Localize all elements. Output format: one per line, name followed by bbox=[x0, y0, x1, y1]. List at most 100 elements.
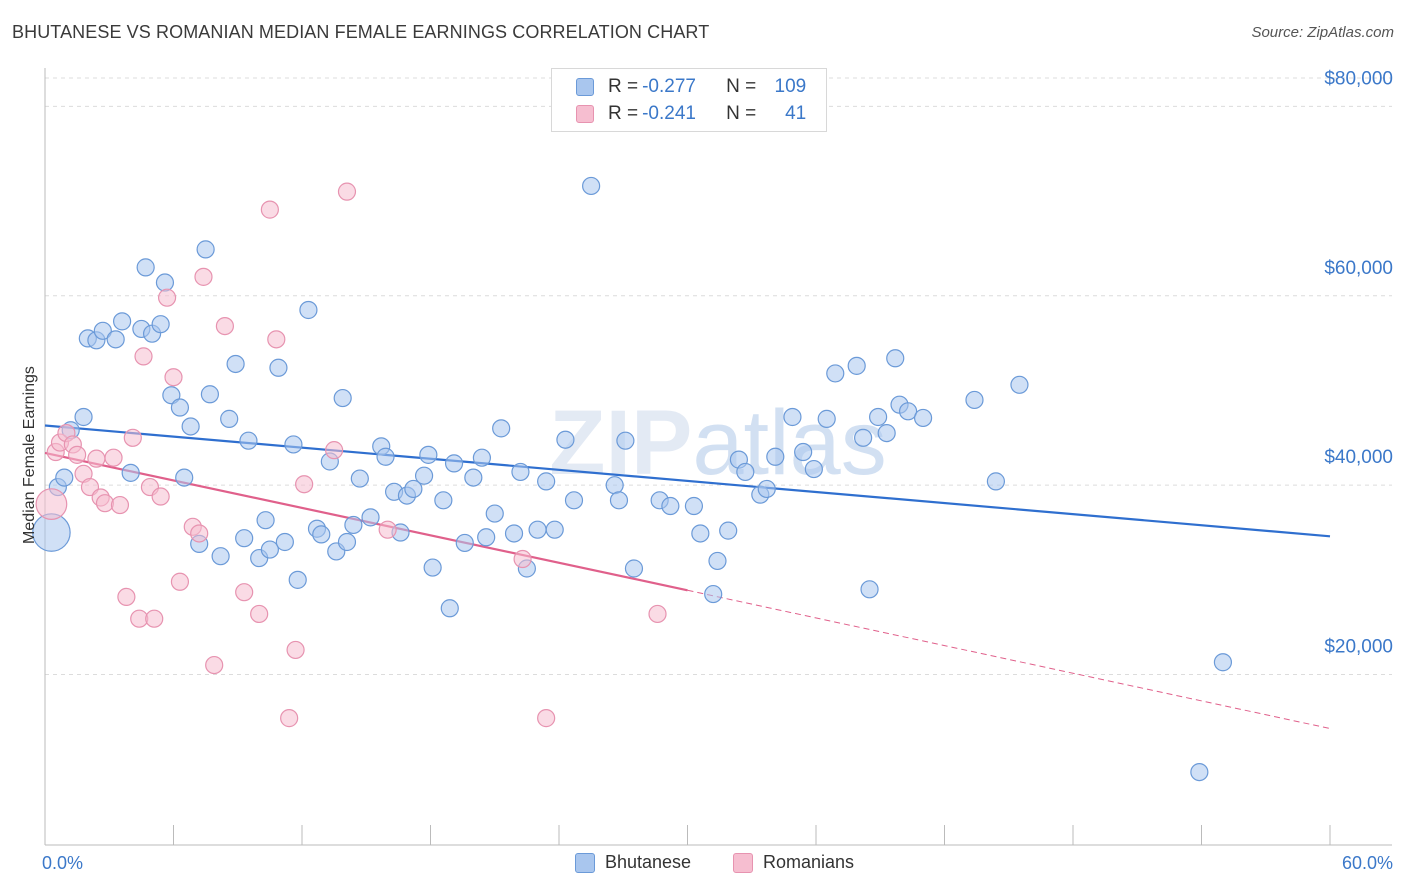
bhutanese-point bbox=[1213, 653, 1233, 672]
bhutanese-point bbox=[455, 533, 474, 553]
bhutanese-point bbox=[235, 529, 254, 548]
bhutanese-point bbox=[783, 407, 802, 427]
bhutanese-point bbox=[350, 469, 369, 488]
bhutanese-point bbox=[684, 496, 704, 516]
romanian-point bbox=[110, 495, 130, 515]
bhutanese-point bbox=[288, 570, 307, 589]
bhutanese-point bbox=[440, 599, 459, 618]
bhutanese-point bbox=[719, 521, 738, 540]
tick-labels: $20,000 $40,000 $60,000 $80,000 0.0% 60.0% bbox=[42, 68, 1393, 873]
bhutanese-point bbox=[275, 532, 294, 552]
bhutanese-point bbox=[472, 448, 491, 467]
y-tick-label: $80,000 bbox=[1324, 68, 1393, 89]
blue-swatch-icon bbox=[576, 78, 594, 96]
bhutanese-point bbox=[1010, 375, 1029, 394]
legend-label: Romanians bbox=[763, 852, 855, 872]
romanian-point bbox=[537, 709, 556, 728]
bhutanese-point bbox=[299, 300, 318, 320]
bhutanese-point bbox=[898, 402, 918, 421]
legend-item-romanians[interactable]: Romanians bbox=[733, 852, 854, 873]
romanian-point bbox=[151, 487, 170, 506]
bhutanese-point bbox=[854, 428, 873, 447]
bhutanese-point bbox=[151, 315, 170, 334]
bhutanese-point bbox=[485, 504, 504, 523]
romanian-point bbox=[194, 267, 213, 286]
y-tick-label: $40,000 bbox=[1324, 447, 1393, 468]
bhutanese-point bbox=[74, 407, 93, 427]
bhutanese-point bbox=[986, 472, 1006, 491]
legend-item-bhutanese[interactable]: Bhutanese bbox=[575, 852, 691, 873]
romanian-point bbox=[267, 330, 286, 349]
bhutanese-point bbox=[337, 532, 357, 552]
bhutanese-point bbox=[605, 476, 624, 495]
bhutanese-point bbox=[826, 364, 845, 383]
bhutanese-point bbox=[616, 431, 635, 450]
bhutanese-point bbox=[913, 408, 933, 428]
chart-title: BHUTANESE VS ROMANIAN MEDIAN FEMALE EARN… bbox=[12, 22, 710, 42]
romanian-point bbox=[325, 441, 344, 460]
romanian-point bbox=[117, 587, 136, 607]
bhutanese-point bbox=[582, 176, 601, 196]
bhutanese-point bbox=[886, 349, 905, 368]
bhutanese-point bbox=[492, 419, 511, 438]
bhutanese-point bbox=[136, 258, 155, 277]
bhutanese-point bbox=[333, 388, 352, 408]
bhutanese-point bbox=[196, 240, 215, 259]
bhutanese-point bbox=[162, 386, 181, 405]
romanian-point bbox=[95, 494, 115, 513]
bhutanese-point bbox=[423, 558, 442, 577]
y-axis-title: Median Female Earnings bbox=[21, 366, 38, 544]
bhutanese-point bbox=[239, 431, 258, 450]
source-label: Source: ZipAtlas.com bbox=[1251, 24, 1394, 41]
romanian-point bbox=[286, 640, 305, 660]
legend-row-romanians: R = -0.241 N = 41 bbox=[576, 102, 806, 126]
bhutanese-point bbox=[545, 520, 564, 539]
pink-swatch-icon bbox=[733, 852, 753, 873]
romanian-point bbox=[513, 549, 532, 569]
bhutanese-point bbox=[200, 385, 220, 404]
bhutanese-point bbox=[93, 321, 112, 340]
correlation-legend: R = -0.277 N = 109 R = -0.241 N = 41 bbox=[551, 68, 827, 132]
n-value: 109 bbox=[774, 76, 807, 97]
romanian-point bbox=[190, 524, 209, 543]
bhutanese-point bbox=[444, 454, 464, 473]
legend-row-bhutanese: R = -0.277 N = 109 bbox=[576, 75, 806, 99]
bhutanese-point bbox=[869, 407, 888, 427]
bhutanese-point bbox=[414, 466, 434, 485]
bhutanese-point bbox=[736, 462, 755, 482]
romanian-point bbox=[145, 609, 164, 628]
bhutanese-point bbox=[766, 447, 785, 466]
bhutanese-point bbox=[624, 559, 644, 578]
x-tick-label: 0.0% bbox=[42, 853, 83, 873]
bhutanese-point bbox=[504, 524, 524, 543]
bhutanese-point bbox=[112, 312, 132, 331]
bhutanese-point bbox=[537, 472, 556, 491]
romanian-trend-extension bbox=[687, 589, 1331, 730]
bhutanese-point bbox=[564, 491, 584, 510]
bhutanese-trend-line bbox=[44, 424, 1331, 538]
romanian-point bbox=[337, 182, 357, 201]
bhutanese-point bbox=[181, 417, 200, 436]
r-value: -0.241 bbox=[642, 103, 696, 124]
romanian-point bbox=[378, 520, 397, 539]
data-points bbox=[32, 176, 1233, 782]
bhutanese-point bbox=[860, 580, 879, 599]
romanian-point bbox=[215, 316, 234, 336]
romanian-point bbox=[170, 572, 190, 591]
bhutanese-point bbox=[55, 468, 74, 487]
romanian-point bbox=[205, 655, 224, 675]
bhutanese-point bbox=[691, 524, 710, 543]
bhutanese-point bbox=[404, 479, 423, 499]
watermark: ZIPatlas bbox=[549, 392, 886, 494]
bhutanese-point bbox=[220, 409, 239, 428]
romanian-point bbox=[250, 604, 269, 624]
romanian-point bbox=[68, 445, 87, 464]
bhutanese-point bbox=[155, 273, 175, 292]
n-label: N = bbox=[726, 103, 757, 124]
romanian-point bbox=[648, 604, 667, 624]
bhutanese-point bbox=[226, 354, 245, 374]
bhutanese-point bbox=[106, 330, 125, 349]
y-tick-label: $20,000 bbox=[1324, 637, 1393, 658]
bhutanese-point bbox=[794, 442, 813, 462]
r-value: -0.277 bbox=[642, 76, 696, 97]
